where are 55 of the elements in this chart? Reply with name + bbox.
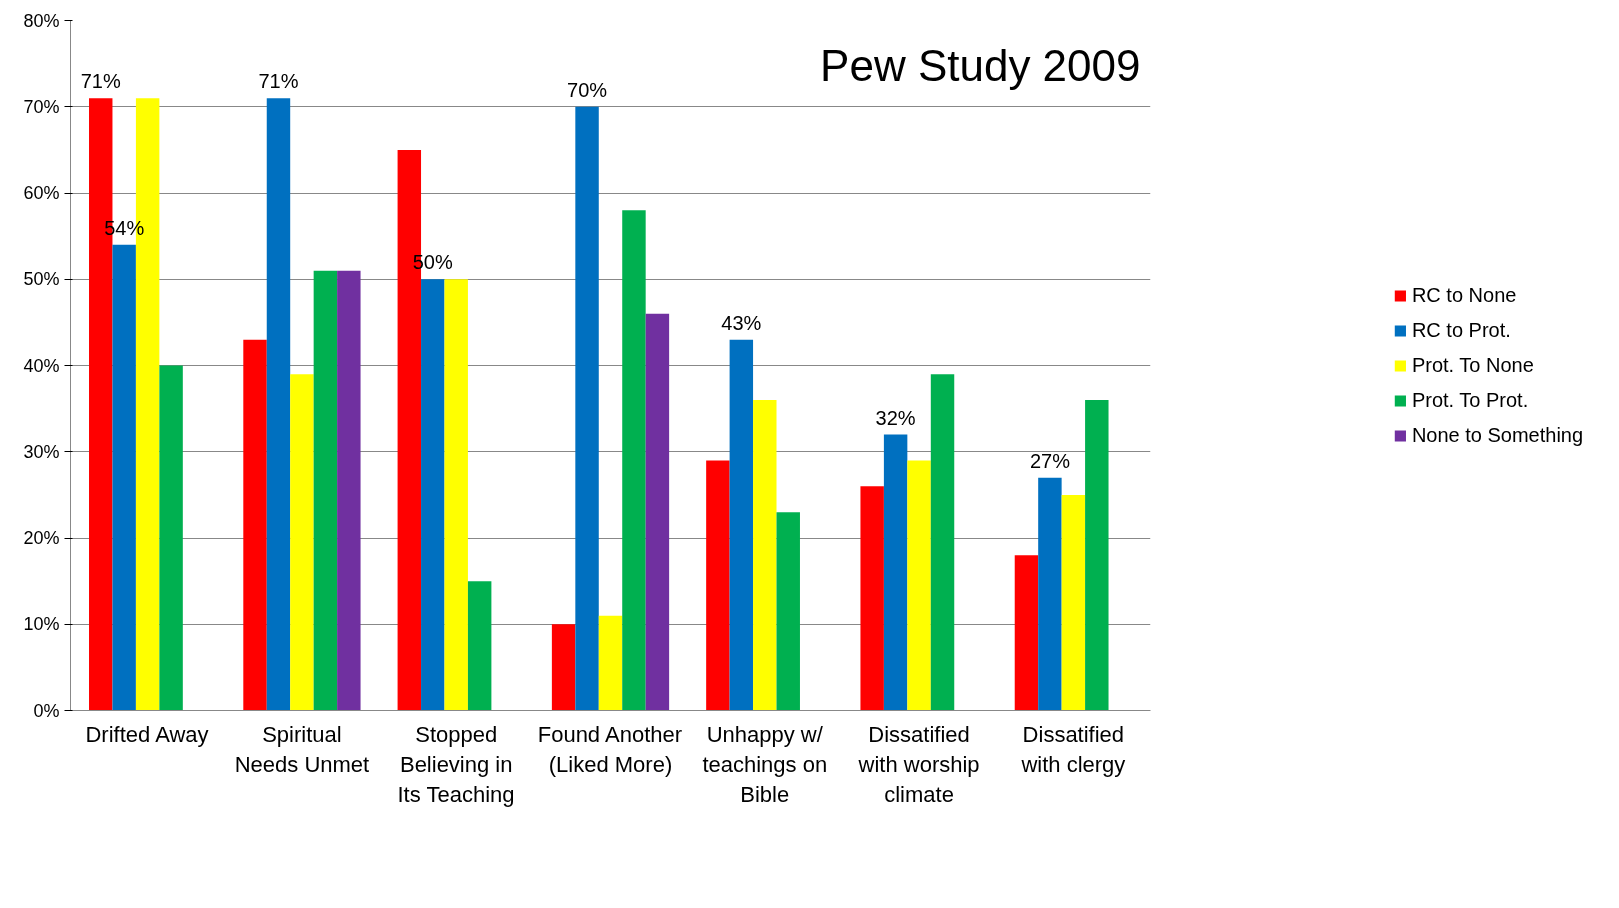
bar xyxy=(159,365,183,711)
text: Pew Study 2009 xyxy=(820,40,1141,90)
data-label: 70% xyxy=(567,78,608,101)
x-tick-label: Unhappy w/ teachings on Bible xyxy=(702,721,828,807)
bar xyxy=(290,374,314,711)
bar xyxy=(575,106,599,711)
y-tick-label: 40% xyxy=(23,355,60,376)
y-tick-label: 50% xyxy=(23,269,60,290)
x-tick-label: Dissatified with clergy xyxy=(1020,721,1126,777)
y-tick-label: 10% xyxy=(23,614,60,635)
bar xyxy=(729,339,754,711)
bar xyxy=(313,270,338,711)
bar xyxy=(776,512,800,711)
bar xyxy=(598,615,623,711)
legend-label: Prot. To Prot. xyxy=(1411,388,1529,412)
legend-label: Prot. To None xyxy=(1411,353,1534,377)
bar xyxy=(860,486,884,711)
bar xyxy=(753,400,777,711)
x-tick-label: Dissatified with worship climate xyxy=(857,721,980,807)
legend-label: None to Something xyxy=(1411,423,1584,447)
bar xyxy=(883,434,908,711)
x-tick-label: Drifted Away xyxy=(85,721,209,747)
bar xyxy=(243,339,267,711)
bar xyxy=(467,581,492,711)
bar xyxy=(1014,555,1039,711)
data-label: 43% xyxy=(721,311,762,334)
y-tick-label: 60% xyxy=(23,183,60,203)
bar xyxy=(706,460,730,711)
legend-label: RC to None xyxy=(1411,283,1517,307)
y-tick-label: 30% xyxy=(23,441,60,462)
y-tick-label: 80% xyxy=(23,10,60,31)
data-label: 71% xyxy=(258,70,299,93)
bar xyxy=(421,279,445,711)
y-tick-label: 20% xyxy=(23,528,60,548)
bar xyxy=(337,270,361,711)
legend-label: RC to Prot. xyxy=(1411,318,1511,342)
bar xyxy=(112,244,136,711)
bar xyxy=(266,98,291,711)
data-label: 71% xyxy=(80,70,121,93)
bar xyxy=(907,460,931,711)
y-tick-label: 0% xyxy=(33,700,60,721)
data-label: 27% xyxy=(1029,449,1071,472)
bar xyxy=(444,279,468,711)
y-tick-label: 70% xyxy=(23,96,60,117)
x-tick-label: Spiritual Needs Unmet xyxy=(234,721,370,777)
bar xyxy=(551,624,576,711)
bar xyxy=(930,374,955,711)
x-tick-label: Stopped Believing in Its Teaching xyxy=(397,721,515,807)
bar xyxy=(1061,494,1086,711)
bar xyxy=(622,210,646,711)
bar xyxy=(1085,400,1109,711)
x-tick-label: Found Another (Liked More) xyxy=(537,721,683,777)
bar xyxy=(1038,477,1062,711)
data-label: 32% xyxy=(875,406,916,429)
bar xyxy=(645,313,670,711)
